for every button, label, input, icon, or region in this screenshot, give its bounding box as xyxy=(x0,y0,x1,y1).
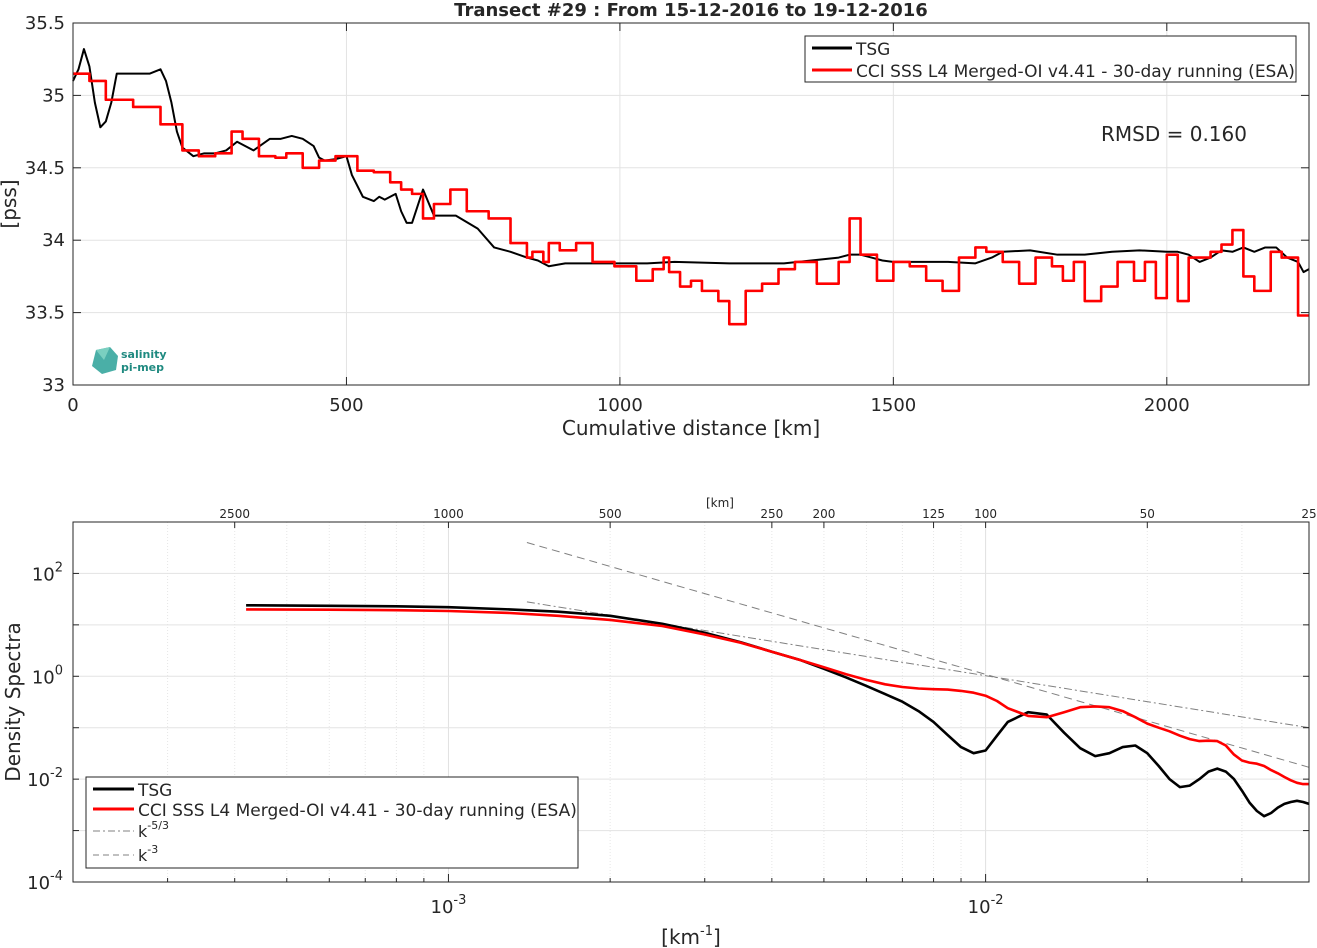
bottom-secondary-x-tick-label: 100 xyxy=(974,507,997,521)
bottom-y-tick-label-base: 10 xyxy=(32,564,55,585)
bottom-x-tick-label-exp: -2 xyxy=(991,893,1004,908)
bottom-secondary-x-tick-label: 200 xyxy=(812,507,835,521)
top-x-tick-label: 0 xyxy=(67,395,78,416)
logo-mark-facet xyxy=(96,347,110,360)
top-x-tick-label: 1000 xyxy=(597,395,643,416)
tsg-series-line xyxy=(72,48,1310,274)
logo-text-salinity: salinity xyxy=(121,348,167,361)
top-y-tick-label: 34 xyxy=(42,230,65,251)
logo-mark xyxy=(92,347,118,374)
top-series-group xyxy=(72,48,1310,326)
bottom-y-axis-label: Density Spectra xyxy=(1,622,25,781)
top-x-tick-label: 500 xyxy=(329,395,363,416)
bottom-secondary-x-tick-label: 25 xyxy=(1301,507,1316,521)
bottom-legend-label-k3: k-3 xyxy=(138,843,158,865)
top-chart: Transect #29 : From 15-12-2016 to 19-12-… xyxy=(0,0,1310,440)
bottom-x-tick-label-exp: -3 xyxy=(453,893,466,908)
bottom-y-tick-label: 10-4 xyxy=(27,869,63,894)
top-x-axis-label: Cumulative distance [km] xyxy=(562,416,820,440)
bottom-secondary-x-tick-label: 50 xyxy=(1140,507,1155,521)
bottom-x-axis-label-tail: ] xyxy=(713,925,721,948)
bottom-secondary-x-tick-label: 2500 xyxy=(219,507,250,521)
logo-text-pi-mep: pi-mep xyxy=(121,361,164,374)
bottom-x-tick-label: 10-3 xyxy=(431,893,467,918)
top-plot-frame xyxy=(72,22,1310,386)
bottom-y-tick-label-base: 10 xyxy=(27,873,50,894)
k3-base: k xyxy=(138,846,148,865)
bottom-x-axis-label-base: [km xyxy=(661,925,700,948)
k53-sup: -5/3 xyxy=(147,819,169,832)
top-y-axis-label: [pss] xyxy=(0,179,21,228)
bottom-y-tick-label: 10-2 xyxy=(27,766,63,791)
bottom-x-axis-label-sup: -1 xyxy=(700,924,713,939)
top-legend-label-cci: CCI SSS L4 Merged-OI v4.41 - 30-day runn… xyxy=(856,62,1295,82)
top-legend-box xyxy=(804,35,1297,83)
bottom-x-tick-label-base: 10 xyxy=(968,897,991,918)
rmsd-annotation: RMSD = 0.160 xyxy=(1101,122,1247,146)
salinity-pi-mep-logo: salinity pi-mep xyxy=(92,347,167,374)
top-x-tick-label: 2000 xyxy=(1144,395,1190,416)
top-y-tick-label: 34.5 xyxy=(25,158,65,179)
top-legend-label-tsg: TSG xyxy=(855,40,890,60)
cci-series-line xyxy=(73,72,1309,326)
top-ticks: 0 500 1000 1500 2000 33 33.5 34 34.5 35 35.5 xyxy=(25,13,1309,416)
top-y-tick-label: 33 xyxy=(42,375,65,396)
bottom-series-group xyxy=(246,542,1310,818)
bottom-y-tick-label: 100 xyxy=(32,663,63,688)
bottom-y-tick-label-exp: -2 xyxy=(50,766,63,781)
top-plot-area xyxy=(73,23,1309,385)
bottom-secondary-x-tick-label: 500 xyxy=(599,507,622,521)
bottom-y-tick-label: 102 xyxy=(32,560,63,585)
top-x-tick-label: 1500 xyxy=(870,395,916,416)
top-legend: TSG CCI SSS L4 Merged-OI v4.41 - 30-day … xyxy=(804,35,1297,83)
bottom-legend-label-tsg: TSG xyxy=(137,781,172,801)
top-y-tick-label: 35.5 xyxy=(25,13,65,34)
bottom-secondary-x-tick-label: 1000 xyxy=(433,507,464,521)
bottom-y-tick-label-base: 10 xyxy=(27,770,50,791)
top-y-tick-label: 33.5 xyxy=(25,303,65,324)
bottom-y-tick-label-exp: 0 xyxy=(55,663,63,678)
bottom-legend-label-cci: CCI SSS L4 Merged-OI v4.41 - 30-day runn… xyxy=(138,801,577,821)
bottom-x-axis-label: [km-1] xyxy=(661,924,721,948)
bottom-y-tick-label-exp: 2 xyxy=(55,560,63,575)
bottom-legend-box xyxy=(85,776,579,869)
k53-base: k xyxy=(138,822,148,841)
bottom-secondary-x-tick-label: 250 xyxy=(760,507,783,521)
cci-spectrum-line xyxy=(246,608,1309,786)
bottom-legend: TSG CCI SSS L4 Merged-OI v4.41 - 30-day … xyxy=(85,776,579,869)
bottom-secondary-x-tick-label: 125 xyxy=(922,507,945,521)
bottom-y-tick-label-base: 10 xyxy=(32,667,55,688)
bottom-x-tick-label: 10-2 xyxy=(968,893,1004,918)
k3-reference-line xyxy=(526,542,1310,768)
top-y-tick-label: 35 xyxy=(42,85,65,106)
bottom-secondary-x-axis-label: [km] xyxy=(706,496,734,510)
k3-sup: -3 xyxy=(147,843,158,856)
bottom-plot-frame xyxy=(72,521,1310,883)
top-chart-title: Transect #29 : From 15-12-2016 to 19-12-… xyxy=(454,0,928,21)
bottom-y-tick-label-exp: -4 xyxy=(50,869,63,884)
bottom-legend-label-k53: k-5/3 xyxy=(138,819,169,841)
bottom-x-tick-label-base: 10 xyxy=(431,897,454,918)
